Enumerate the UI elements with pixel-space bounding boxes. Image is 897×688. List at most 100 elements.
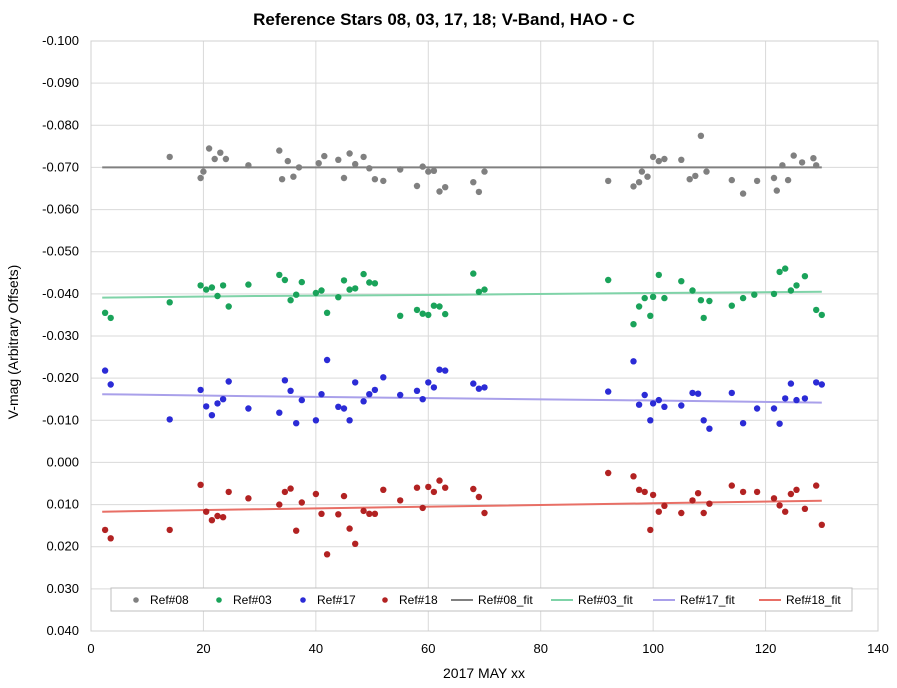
point-ref-17: [101, 367, 109, 374]
point-ref-08: [278, 176, 286, 183]
point-ref-03: [655, 271, 662, 279]
legend-label-ref-18-fit: Ref#18_fit: [786, 593, 841, 607]
point-ref-08: [605, 177, 612, 185]
point-ref-08: [346, 150, 353, 157]
point-ref-08: [678, 156, 685, 163]
point-ref-03: [706, 297, 713, 305]
point-ref-03: [340, 277, 348, 284]
point-ref-18: [700, 509, 707, 517]
point-ref-03: [641, 294, 648, 302]
fit-line-ref-03-fit: [102, 290, 822, 299]
legend: Ref#08 Ref#03 Ref#17 Ref#18 Ref#08_fit Ref#03…: [110, 587, 853, 612]
point-ref-17: [366, 391, 373, 398]
point-ref-08: [211, 155, 218, 163]
point-ref-17: [298, 396, 305, 404]
legend-item-ref-03: Ref#03: [216, 593, 272, 607]
point-ref-18: [340, 492, 348, 500]
point-ref-03: [281, 276, 289, 284]
point-ref-17: [782, 395, 789, 402]
point-ref-17: [813, 379, 820, 386]
point-ref-17: [649, 400, 657, 407]
point-ref-17: [245, 405, 252, 412]
point-ref-17: [689, 389, 696, 397]
point-ref-17: [436, 366, 443, 373]
point-ref-18: [276, 501, 283, 508]
point-ref-18: [739, 488, 747, 496]
point-ref-03: [298, 278, 305, 286]
point-ref-03: [442, 310, 449, 318]
point-ref-18: [208, 517, 216, 524]
point-ref-18: [419, 504, 426, 512]
y-tick-label: 0.010: [46, 497, 79, 512]
point-ref-08: [813, 162, 820, 169]
point-ref-17: [641, 391, 648, 399]
point-ref-03: [818, 311, 825, 319]
point-ref-08: [200, 168, 207, 175]
point-ref-08: [686, 176, 693, 183]
point-ref-08: [419, 163, 426, 170]
point-ref-18: [318, 510, 325, 517]
point-ref-18: [298, 499, 305, 506]
point-ref-17: [655, 396, 662, 404]
point-ref-08: [739, 190, 747, 197]
point-ref-03: [197, 282, 204, 289]
point-ref-03: [605, 276, 612, 284]
point-ref-18: [101, 526, 109, 534]
point-ref-17: [481, 384, 488, 391]
point-ref-17: [801, 395, 809, 402]
point-ref-18: [706, 500, 713, 507]
point-ref-18: [647, 526, 654, 534]
point-ref-17: [776, 420, 783, 427]
point-ref-03: [397, 312, 404, 319]
point-ref-08: [222, 155, 230, 163]
y-axis-label: V-mag (Arbitrary Offsets): [5, 265, 21, 420]
point-ref-08: [290, 173, 297, 180]
point-ref-17: [340, 405, 348, 412]
point-ref-03: [287, 297, 294, 304]
point-ref-17: [425, 379, 432, 386]
legend-box: [110, 587, 853, 612]
point-ref-17: [413, 387, 421, 394]
point-ref-18: [694, 490, 702, 497]
legend-item-ref-17-fit: Ref#17_fit: [653, 593, 735, 607]
legend-item-ref-17: Ref#17: [300, 593, 356, 607]
x-tick-label: 60: [421, 641, 435, 656]
point-ref-17: [281, 377, 289, 384]
point-ref-18: [107, 535, 114, 542]
point-ref-17: [661, 403, 668, 410]
point-ref-18: [430, 488, 438, 496]
point-ref-17: [208, 412, 216, 419]
point-ref-03: [312, 289, 320, 297]
point-ref-17: [371, 386, 379, 394]
point-ref-03: [787, 287, 795, 294]
point-ref-03: [793, 282, 800, 289]
point-ref-08: [692, 172, 699, 180]
point-ref-17: [430, 384, 438, 391]
point-ref-08: [798, 159, 806, 166]
point-ref-17: [475, 385, 483, 392]
legend-marker-ref-18: [382, 597, 388, 603]
point-ref-03: [335, 294, 342, 301]
point-ref-18: [323, 551, 331, 558]
point-ref-17: [312, 417, 320, 424]
legend-label-ref-03: Ref#03: [233, 593, 272, 607]
point-ref-08: [475, 188, 483, 196]
legend-item-ref-18: Ref#18: [382, 593, 438, 607]
point-ref-18: [818, 521, 825, 528]
legend-label-ref-17-fit: Ref#17_fit: [680, 593, 735, 607]
point-ref-03: [293, 291, 300, 298]
point-ref-03: [689, 287, 696, 294]
point-ref-03: [366, 279, 373, 286]
point-ref-03: [776, 268, 783, 276]
point-ref-03: [276, 271, 283, 279]
point-ref-18: [197, 481, 204, 488]
point-ref-17: [419, 396, 426, 403]
point-ref-18: [219, 514, 227, 521]
point-ref-17: [352, 379, 359, 386]
point-ref-18: [689, 497, 696, 504]
point-ref-03: [481, 286, 488, 293]
point-ref-08: [340, 174, 348, 182]
point-ref-18: [649, 491, 657, 499]
point-ref-17: [318, 391, 325, 398]
legend-item-ref-03-fit: Ref#03_fit: [551, 593, 633, 607]
